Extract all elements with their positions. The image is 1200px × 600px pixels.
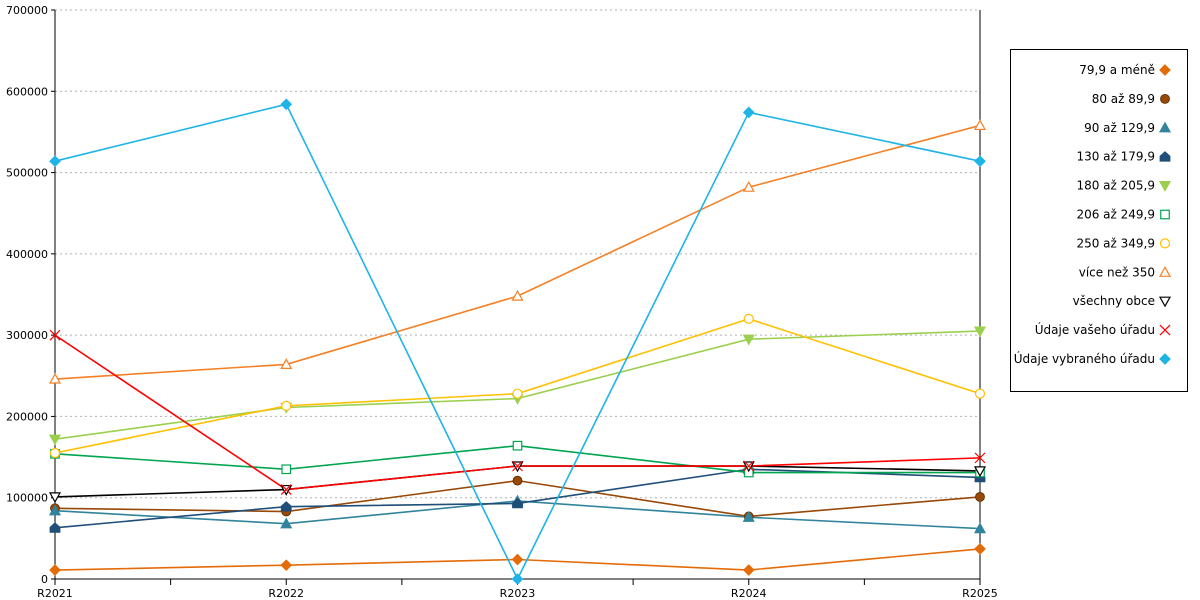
legend-label: 206 až 249,9 [1076,208,1155,222]
y-tick-label: 700000 [6,4,48,17]
data-point [742,334,755,346]
series-line [54,124,981,380]
y-tick-label: 500000 [6,167,48,180]
legend-marker [1159,238,1171,249]
data-point [49,329,61,341]
x-tick-label: R2025 [962,587,998,600]
legend-label: Údaje vybraného úřadu [1014,351,1155,366]
legend-box [1010,49,1188,392]
legend-entry: Údaje vašeho úřadu [1035,322,1171,337]
legend-entry: více než 350 [1079,265,1172,279]
data-point [281,400,292,411]
series-line [54,330,981,440]
data-point [49,447,61,459]
legend-marker [1160,94,1170,104]
data-point [49,522,61,533]
data-point [49,564,61,576]
legend-marker [1158,266,1172,277]
legend-entry: 250 až 349,9 [1076,236,1171,250]
legend-marker [1158,121,1172,133]
data-point [48,504,62,516]
series-lines [48,98,987,585]
data-point [974,155,986,168]
y-tick-label: 600000 [6,85,48,98]
data-point [280,501,292,512]
legend-label: všechny obce [1073,294,1155,308]
legend-entry: 206 až 249,9 [1076,208,1170,222]
legend-entry: 79,9 a méně [1079,63,1171,77]
data-point [743,313,754,324]
legend-entry: 90 až 129,9 [1084,121,1172,135]
legend-entry: 80 až 89,9 [1092,92,1170,106]
data-point [512,460,523,472]
legend-marker [1159,353,1171,365]
data-point [742,180,755,192]
data-point [511,553,524,566]
data-point [512,497,523,509]
data-point [511,289,524,301]
data-point [48,492,62,504]
x-tick-label: R2022 [268,587,304,600]
data-point [281,464,292,475]
data-point [280,358,293,370]
y-tick-label: 100000 [6,492,48,505]
data-point [743,460,755,472]
legend-entry: 180 až 205,9 [1076,179,1172,193]
legend-marker [1159,324,1171,336]
legend-entry: Údaje vybraného úřadu [1014,351,1171,366]
data-point [974,543,986,555]
legend-entry: 130 až 179,9 [1076,150,1171,164]
legend-entry: všechny obce [1073,294,1172,308]
data-point [975,492,985,502]
legend-label: 80 až 89,9 [1092,92,1155,106]
data-point [512,440,523,451]
x-tick-label: R2021 [37,587,73,600]
series-line [54,318,981,454]
legend-marker [1158,181,1172,192]
legend-label: 90 až 129,9 [1084,121,1155,135]
gridlines [55,9,980,499]
data-point [742,510,755,522]
y-tick-label: 0 [41,573,48,586]
data-point [742,106,755,119]
y-tick-label: 400000 [6,248,48,261]
data-point [974,388,986,399]
data-point [280,559,293,572]
data-point [49,155,61,168]
data-point [512,475,523,486]
legend-label: Údaje vašeho úřadu [1035,322,1155,337]
data-point [280,98,293,111]
x-tick-label: R2024 [731,587,767,600]
legend-label: více než 350 [1079,265,1155,279]
axes: 0 100000 200000 300000 400000 500000 600000 700… [6,4,998,600]
data-point [512,388,523,399]
legend: 79,9 a méně 80 až 89,9 90 až 129,9 130 až 1… [1010,49,1188,392]
data-point [48,372,62,384]
legend-marker [1160,209,1170,220]
data-point [973,466,987,478]
data-point [973,326,987,338]
data-point [973,119,987,131]
legend-marker [1158,296,1172,308]
data-point [973,522,987,534]
data-point [280,484,292,496]
legend-label: 79,9 a méně [1079,63,1155,77]
legend-label: 250 až 349,9 [1076,236,1155,250]
legend-marker [1159,64,1171,76]
legend-marker [1159,151,1171,162]
data-point [511,573,524,585]
x-tick-label: R2023 [500,587,536,600]
y-tick-label: 300000 [6,329,48,342]
data-point [280,517,293,529]
legend-label: 180 až 205,9 [1076,179,1155,193]
data-point [974,452,986,464]
legend-label: 130 až 179,9 [1076,150,1155,164]
y-tick-label: 200000 [6,410,48,423]
data-point [742,564,755,576]
data-point [48,434,62,446]
